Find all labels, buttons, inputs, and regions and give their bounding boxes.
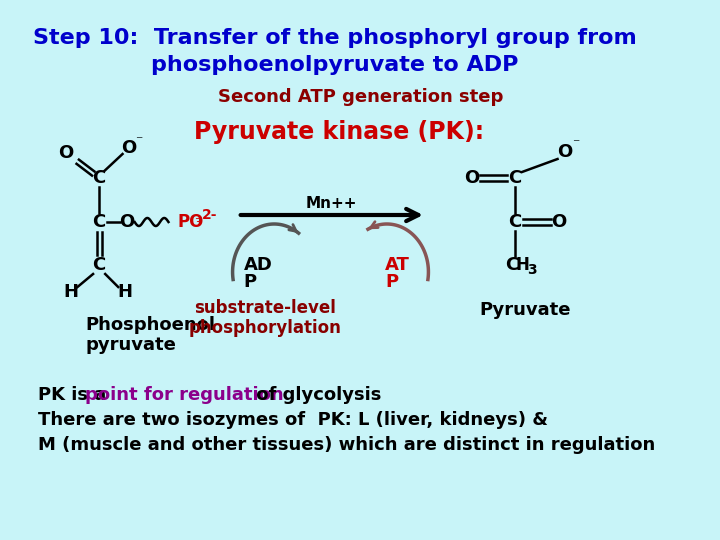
Text: Pyruvate: Pyruvate	[480, 301, 571, 319]
Text: 3: 3	[527, 263, 536, 277]
Text: point for regulation: point for regulation	[85, 386, 284, 404]
Text: Mn++: Mn++	[306, 195, 358, 211]
Text: ⁻: ⁻	[572, 137, 580, 151]
Text: substrate-level: substrate-level	[194, 299, 336, 317]
Text: P: P	[244, 273, 257, 291]
Text: of glycolysis: of glycolysis	[250, 386, 382, 404]
Text: 2-: 2-	[202, 208, 217, 222]
Text: M (muscle and other tissues) which are distinct in regulation: M (muscle and other tissues) which are d…	[38, 436, 656, 454]
Text: O: O	[551, 213, 566, 231]
Text: There are two isozymes of  PK: L (liver, kidneys) &: There are two isozymes of PK: L (liver, …	[38, 411, 549, 429]
Text: O: O	[557, 143, 572, 161]
Text: C: C	[92, 169, 106, 187]
Text: O: O	[121, 139, 136, 157]
Text: C: C	[508, 213, 522, 231]
Text: AD: AD	[244, 256, 273, 274]
Text: ⁻: ⁻	[135, 134, 143, 148]
Text: Phosphoenol: Phosphoenol	[85, 316, 215, 334]
Text: O: O	[464, 169, 480, 187]
Text: C: C	[92, 213, 106, 231]
Text: PO: PO	[177, 213, 204, 231]
Text: $_3$: $_3$	[194, 215, 202, 229]
Text: phosphorylation: phosphorylation	[189, 319, 342, 337]
Text: Pyruvate kinase (PK):: Pyruvate kinase (PK):	[194, 120, 485, 144]
Text: PK is a: PK is a	[38, 386, 113, 404]
Text: AT: AT	[385, 256, 410, 274]
Text: O: O	[120, 213, 135, 231]
Text: Second ATP generation step: Second ATP generation step	[218, 88, 503, 106]
Text: Step 10:  Transfer of the phosphoryl group from: Step 10: Transfer of the phosphoryl grou…	[33, 28, 636, 48]
Text: C: C	[92, 256, 106, 274]
Text: H: H	[515, 256, 529, 274]
Text: C: C	[505, 256, 518, 274]
Text: H: H	[63, 283, 78, 301]
Text: phosphoenolpyruvate to ADP: phosphoenolpyruvate to ADP	[151, 55, 518, 75]
Text: P: P	[385, 273, 398, 291]
Text: H: H	[117, 283, 132, 301]
Text: O: O	[58, 144, 74, 162]
Text: C: C	[508, 169, 522, 187]
Text: pyruvate: pyruvate	[85, 336, 176, 354]
